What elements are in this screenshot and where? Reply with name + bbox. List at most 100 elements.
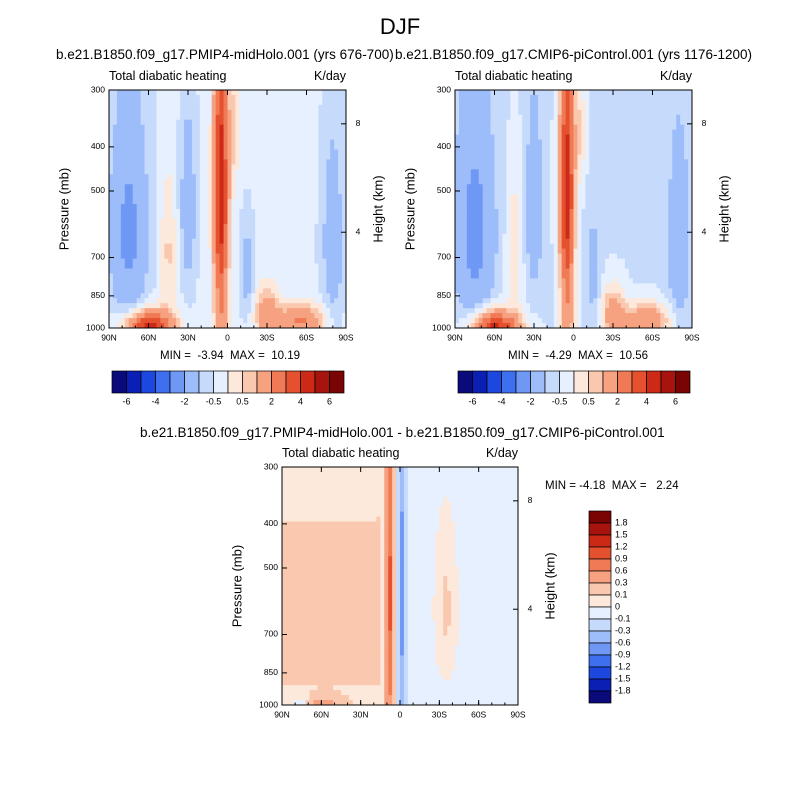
- contour-cell: [120, 258, 126, 265]
- contour-cell: [263, 114, 268, 121]
- contour-cell: [270, 149, 276, 156]
- contour-cell: [302, 129, 308, 136]
- contour-cell: [168, 204, 173, 210]
- contour-cell: [255, 114, 260, 121]
- contour-cell: [195, 258, 201, 265]
- contour-cell: [278, 318, 284, 324]
- contour-cell: [302, 253, 308, 260]
- contour-cell: [188, 298, 193, 304]
- contour-cell: [482, 233, 488, 240]
- contour-cell: [282, 104, 288, 111]
- contour-cell: [330, 238, 335, 245]
- contour-cell: [561, 114, 567, 121]
- contour-cell: [561, 199, 567, 205]
- contour-cell: [506, 94, 511, 101]
- contour-cell: [302, 313, 308, 319]
- contour-cell: [482, 114, 488, 121]
- contour-cell: [537, 149, 543, 156]
- contour-cell: [215, 293, 221, 299]
- contour-cell: [462, 204, 468, 210]
- contour-cell: [219, 199, 225, 205]
- contour-cell: [314, 228, 319, 235]
- contour-cell: [537, 223, 543, 230]
- contour-cell: [342, 223, 346, 230]
- contour-cell: [270, 119, 276, 126]
- contour-cell: [227, 199, 233, 205]
- contour-cell: [180, 134, 185, 141]
- contour-cell: [128, 124, 134, 131]
- contour-cell: [251, 109, 256, 116]
- contour-cell: [684, 218, 689, 225]
- contour-cell: [553, 184, 559, 190]
- contour-cell: [613, 164, 618, 170]
- contour-cell: [294, 124, 300, 131]
- contour-cell: [310, 90, 315, 96]
- contour-cell: [109, 273, 114, 280]
- contour-cell: [298, 184, 304, 190]
- contour-cell: [664, 233, 669, 240]
- contour-cell: [116, 139, 122, 146]
- contour-cell: [601, 149, 606, 156]
- contour-cell: [176, 99, 181, 106]
- contour-cell: [462, 194, 468, 200]
- contour-cell: [530, 238, 535, 245]
- contour-cell: [660, 124, 665, 131]
- contour-cell: [239, 288, 244, 294]
- contour-cell: [274, 164, 280, 170]
- contour-cell: [688, 209, 692, 215]
- contour-cell: [656, 119, 661, 126]
- contour-cell: [144, 283, 150, 289]
- contour-cell: [640, 228, 646, 235]
- contour-cell: [577, 99, 582, 106]
- contour-cell: [534, 144, 539, 151]
- contour-cell: [632, 213, 638, 220]
- contour-cell: [478, 209, 484, 215]
- contour-cell: [298, 179, 304, 185]
- contour-cell: [180, 273, 185, 280]
- contour-cell: [616, 154, 622, 161]
- contour-cell: [494, 149, 500, 156]
- contour-cell: [514, 194, 519, 200]
- contour-cell: [223, 149, 229, 156]
- contour-cell: [164, 149, 169, 156]
- contour-cell: [314, 129, 319, 136]
- contour-cell: [593, 174, 598, 180]
- contour-cell: [180, 223, 185, 230]
- contour-cell: [334, 268, 339, 275]
- contour-cell: [616, 179, 622, 185]
- contour-cell: [247, 99, 252, 106]
- contour-cell: [207, 149, 213, 156]
- contour-cell: [120, 308, 126, 314]
- contour-cell: [314, 223, 319, 230]
- contour-cell: [207, 114, 213, 121]
- contour-cell: [676, 139, 681, 146]
- contour-cell: [326, 248, 331, 255]
- contour-cell: [144, 233, 150, 240]
- contour-cell: [624, 164, 630, 170]
- contour-cell: [478, 144, 484, 151]
- contour-cell: [632, 129, 638, 136]
- contour-cell: [652, 169, 658, 175]
- contour-cell: [184, 149, 189, 156]
- contour-cell: [124, 179, 130, 185]
- contour-cell: [195, 318, 201, 324]
- contour-cell: [255, 124, 260, 131]
- contour-cell: [255, 129, 260, 136]
- contour-cell: [330, 179, 335, 185]
- contour-cell: [486, 154, 492, 161]
- contour-cell: [494, 134, 500, 141]
- contour-cell: [549, 218, 555, 225]
- contour-cell: [148, 293, 154, 299]
- contour-cell: [176, 253, 181, 260]
- contour-cell: [263, 94, 268, 101]
- contour-cell: [632, 233, 638, 240]
- contour-cell: [282, 154, 288, 161]
- contour-cell: [164, 223, 169, 230]
- contour-cell: [148, 283, 154, 289]
- contour-cell: [628, 174, 634, 180]
- contour-cell: [640, 129, 646, 136]
- contour-cell: [211, 119, 217, 126]
- contour-cell: [318, 218, 323, 225]
- contour-cell: [286, 139, 292, 146]
- contour-cell: [490, 248, 496, 255]
